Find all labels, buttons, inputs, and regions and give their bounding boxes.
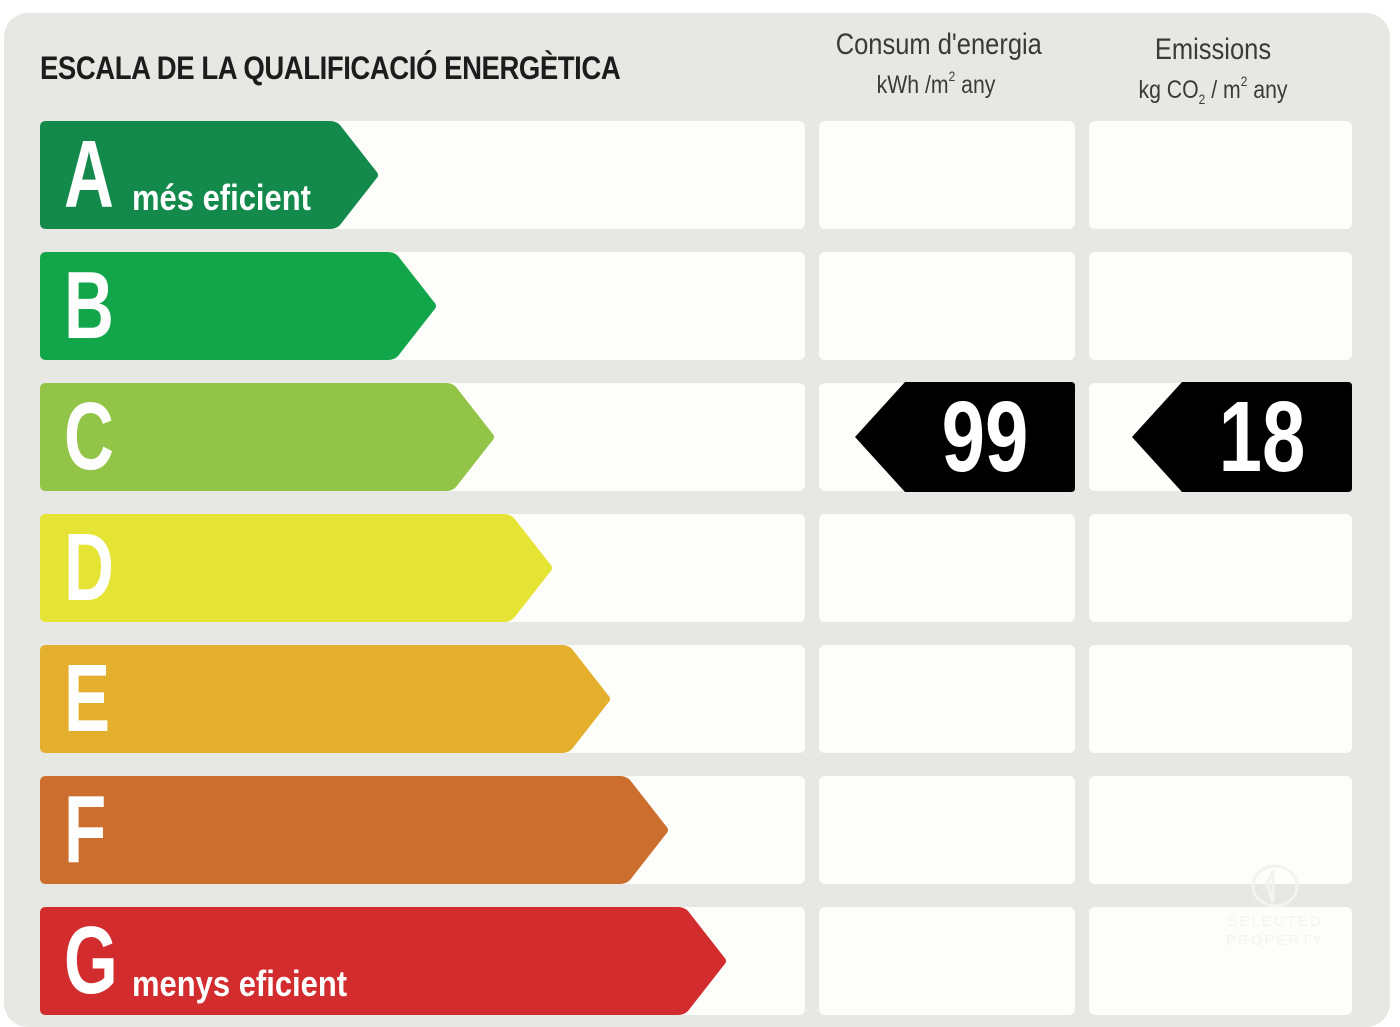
rating-arrow-shape <box>40 514 552 622</box>
watermark-line2: PROPERTY <box>1225 932 1325 949</box>
rating-letter: C <box>64 383 114 490</box>
emissions-cell <box>1089 121 1352 229</box>
rating-arrow-shape <box>40 252 436 360</box>
rating-bar-b: B <box>40 252 438 360</box>
rating-letter: E <box>64 645 111 752</box>
emissions-cell <box>1089 776 1352 884</box>
rating-arrow-shape <box>40 383 494 491</box>
rating-letter: B <box>64 252 114 359</box>
consumption-column-header: Consum d'energia kWh /m2 any <box>818 28 1054 100</box>
rating-arrow-shape <box>40 776 668 884</box>
emissions-column-header: Emissions kg CO2 / m2 any <box>1088 33 1338 107</box>
emissions-cell <box>1089 252 1352 360</box>
consumption-value-tag-value: 99 <box>941 381 1029 493</box>
consumption-value-tag: 99 <box>855 382 1075 492</box>
rating-bar-c: C <box>40 383 496 491</box>
rating-letter: D <box>64 514 114 621</box>
watermark-line1: SELECTED <box>1227 913 1323 930</box>
consumption-cell <box>819 907 1075 1015</box>
consumption-cell <box>819 514 1075 622</box>
emissions-cell <box>1089 645 1352 753</box>
rating-sublabel: menys eficient <box>132 963 348 1004</box>
rating-arrow-shape <box>40 907 726 1015</box>
emissions-unit: kg CO2 / m2 any <box>1138 73 1288 107</box>
watermark: SELECTED PROPERTY <box>1210 862 1340 950</box>
rating-sublabel: més eficient <box>132 177 311 218</box>
rating-arrow-shape <box>40 645 610 753</box>
consumption-unit: kWh /m2 any <box>876 68 996 99</box>
rating-arrow-shape <box>40 121 378 229</box>
rating-letter: F <box>64 776 107 883</box>
rating-letter: A <box>64 121 114 228</box>
rating-bar-f: F <box>40 776 670 884</box>
emissions-header-label: Emissions <box>1154 33 1272 66</box>
emissions-value-tag-value: 18 <box>1218 381 1306 493</box>
house-logo-icon <box>1251 864 1299 908</box>
emissions-cell <box>1089 907 1352 1015</box>
page-title: ESCALA DE LA QUALIFICACIÓ ENERGÈTICA <box>40 50 621 86</box>
consumption-cell <box>819 645 1075 753</box>
consumption-cell <box>819 121 1075 229</box>
emissions-cell <box>1089 514 1352 622</box>
rating-bar-e: E <box>40 645 612 753</box>
rating-letter: G <box>64 907 118 1014</box>
consumption-cell <box>819 252 1075 360</box>
consumption-cell <box>819 776 1075 884</box>
rating-bar-d: D <box>40 514 554 622</box>
consumption-header-label: Consum d'energia <box>835 28 1042 61</box>
emissions-value-tag: 18 <box>1132 382 1352 492</box>
